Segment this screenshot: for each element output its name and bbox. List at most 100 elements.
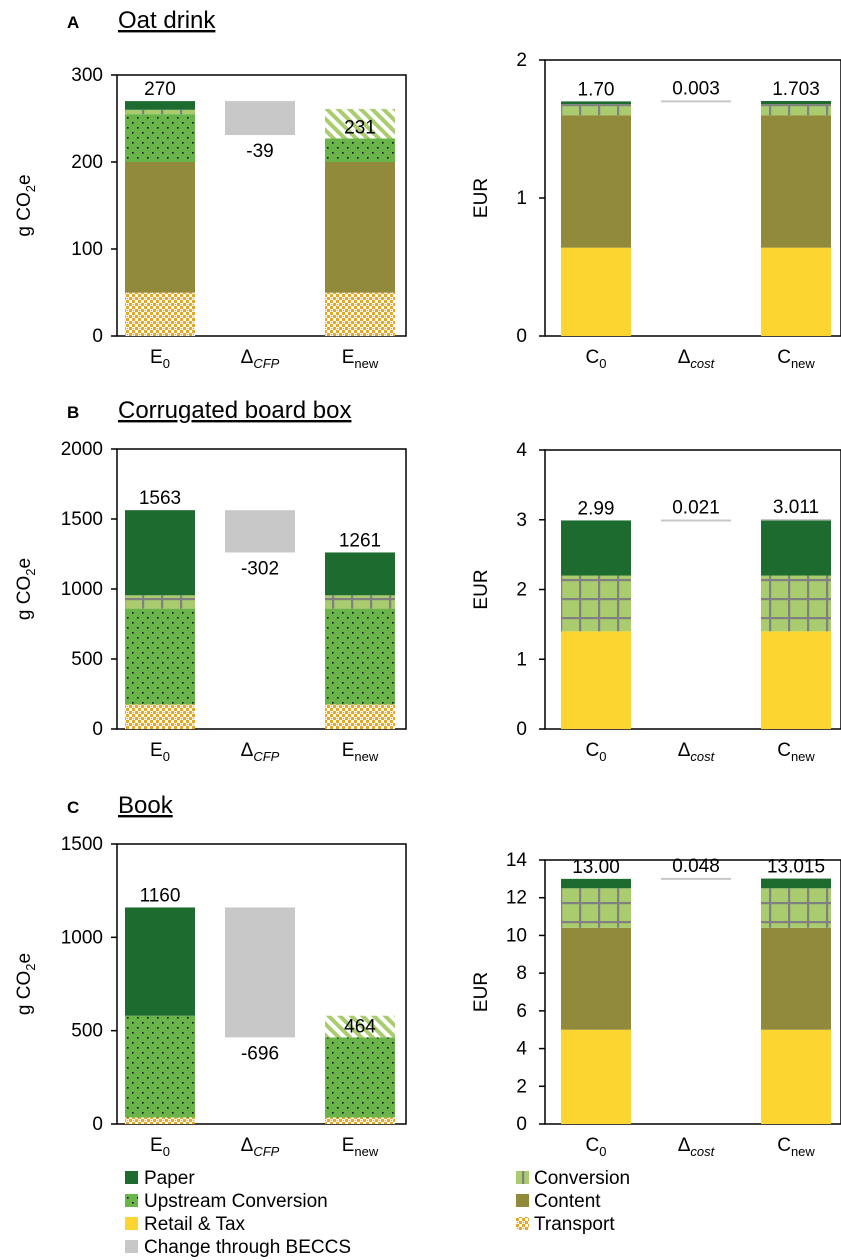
bar-segment-transport: [125, 292, 195, 336]
y-tick-label: 500: [71, 1021, 103, 1042]
x-tick-label: Cnew: [777, 347, 815, 371]
total-label: 1563: [139, 488, 181, 509]
y-tick-label: 1: [516, 188, 527, 209]
x-tick-label: Δcost: [678, 347, 716, 371]
y-tick-label: 14: [506, 850, 528, 871]
x-tick-label: C0: [586, 740, 607, 764]
x-tick-label: ΔCFP: [241, 1135, 280, 1159]
plot-frame: [116, 74, 407, 337]
bar-segment-transport: [325, 1117, 395, 1124]
y-tick-label: 0: [92, 719, 103, 740]
x-tick-label: E0: [150, 740, 170, 764]
delta-label: 0.021: [672, 497, 720, 518]
total-label: 231: [344, 118, 376, 139]
delta-label: 0.003: [672, 78, 720, 99]
x-tick-label: Cnew: [777, 1135, 815, 1159]
y-tick-label: 2: [516, 580, 527, 601]
legend-swatch-beccs: [125, 1240, 138, 1253]
x-tick-label: Enew: [342, 347, 379, 371]
panel-letter: C: [67, 798, 79, 817]
bar-segment-paper: [125, 101, 195, 110]
x-tick-label: Δcost: [678, 1135, 716, 1159]
legend-swatch-paper: [125, 1171, 138, 1184]
y-tick-label: 3: [516, 510, 527, 531]
total-label: 13.015: [767, 857, 825, 878]
legend-swatch-transport: [516, 1217, 529, 1230]
legend-item-content: Content: [516, 1191, 601, 1212]
total-label: 1.703: [772, 79, 820, 100]
legend-label: Content: [534, 1191, 601, 1212]
bar-segment-content: [325, 162, 395, 293]
y-axis-label: g CO2e: [14, 558, 38, 620]
bar-segment-hatched: [325, 108, 395, 139]
y-tick-label: 2000: [61, 439, 103, 460]
chart-oat-drink-cost: 0 1 2 EUR C0 Δcost Cnew 0.003 1.70 1.703: [471, 50, 841, 371]
bar-segment-paper: [561, 520, 631, 576]
bar-segment-paper: [761, 100, 831, 105]
plot-frame: [116, 843, 407, 1125]
legend: Paper Upstream Conversion Retail & Tax C…: [125, 1168, 630, 1258]
y-tick-label: 0: [516, 1114, 527, 1135]
y-tick-label: 6: [516, 1001, 527, 1022]
legend-label: Upstream Conversion: [144, 1191, 328, 1212]
legend-swatch-conversion: [516, 1171, 529, 1184]
bar-segment-paper: [761, 520, 831, 576]
bar-segment-content: [761, 115, 831, 248]
plot-frame: [544, 859, 841, 1125]
y-tick-label: 1: [516, 649, 527, 670]
bar-segment-upstream: [125, 114, 195, 162]
bar-segment-retail: [761, 1029, 831, 1124]
total-label: 464: [344, 1016, 376, 1037]
delta-bar: [225, 510, 295, 553]
total-label: 1160: [140, 885, 181, 906]
bar-segment-paper: [761, 878, 831, 889]
bar-segment-content: [125, 162, 195, 293]
bar-segment-transport: [325, 704, 395, 729]
chart-oat-drink-cfp: 0 100 200 300 g CO2e E0 ΔCFP Enew -39 270 231: [14, 65, 407, 371]
legend-item-transport: Transport: [516, 1214, 615, 1235]
bar-segment-content: [761, 927, 831, 1030]
legend-label: Paper: [144, 1168, 195, 1189]
y-tick-label: 300: [71, 65, 103, 86]
legend-swatch-upstream: [125, 1194, 138, 1207]
legend-swatch-retail: [125, 1217, 138, 1230]
legend-item-paper: Paper: [125, 1168, 195, 1189]
bar-segment-upstream: [125, 1015, 195, 1118]
panel-b-header: B Corrugated board box: [67, 397, 351, 424]
bar-segment-conversion: [561, 575, 631, 632]
bar-segment-paper: [325, 552, 395, 596]
panel-title: Corrugated board box: [118, 397, 351, 424]
legend-label: Conversion: [534, 1168, 630, 1189]
bar-segment-paper: [125, 907, 195, 1016]
panel-letter: A: [67, 13, 79, 32]
chart-box-cost: 0 1 2 3 4 EUR C0 Δcost Cnew 0.021 2.99 3.011: [471, 440, 841, 764]
bar-segment-conversion: [325, 595, 395, 609]
y-tick-label: 0: [516, 326, 527, 347]
x-tick-label: C0: [586, 347, 607, 371]
bar-segment-paper: [125, 510, 195, 596]
bar-segment-conversion: [561, 104, 631, 116]
y-tick-label: 500: [71, 649, 103, 670]
y-axis-label: EUR: [471, 972, 492, 1012]
total-label: 270: [144, 79, 176, 100]
legend-label: Change through BECCS: [144, 1237, 351, 1258]
total-label: 3.011: [773, 497, 819, 518]
legend-label: Retail & Tax: [144, 1214, 246, 1235]
bar-segment-content: [561, 115, 631, 248]
legend-item-conversion: Conversion: [516, 1168, 630, 1189]
x-tick-label: Cnew: [777, 740, 815, 764]
x-tick-label: ΔCFP: [241, 347, 280, 371]
bar-segment-upstream: [325, 138, 395, 162]
bar-segment-hatched: [325, 1015, 395, 1038]
bar-segment-content: [561, 927, 631, 1030]
chart-box-cfp: 0 500 1000 1500 2000 g CO2e E0 ΔCFP Enew -302 1563…: [14, 439, 407, 764]
y-tick-label: 1000: [61, 927, 103, 948]
y-tick-label: 1000: [61, 579, 103, 600]
chart-book-cost: 0 2 4 6 8 10 12 14 EUR C0 Δcost Cnew 0.048 13.00 13.01…: [471, 850, 841, 1159]
y-tick-label: 10: [506, 925, 527, 946]
y-tick-label: 100: [71, 239, 103, 260]
y-tick-label: 0: [92, 1114, 103, 1135]
y-tick-label: 0: [516, 719, 527, 740]
bar-segment-transport: [325, 292, 395, 336]
bar-segment-paper: [561, 878, 631, 889]
